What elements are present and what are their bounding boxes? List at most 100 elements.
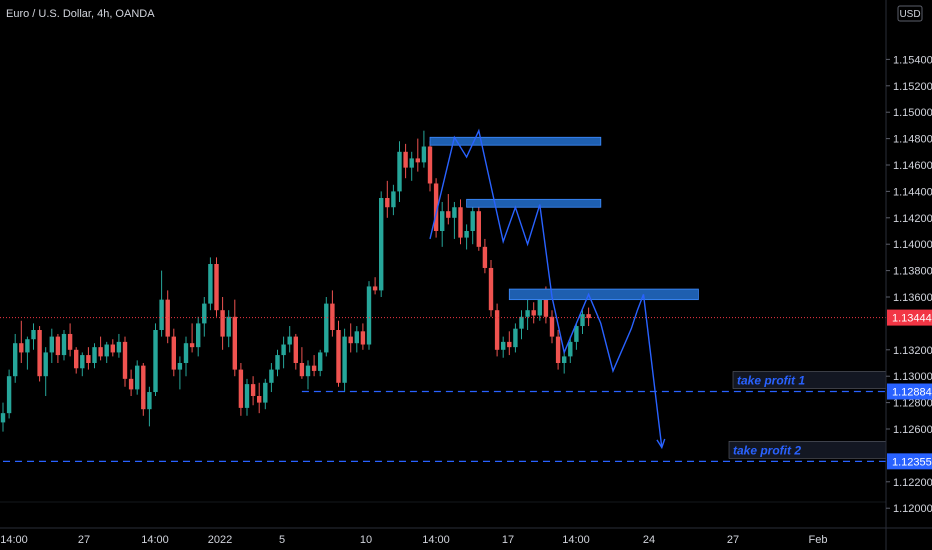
candle [318, 349, 323, 377]
candle [427, 141, 433, 192]
candle [513, 323, 518, 353]
candle-body [409, 158, 414, 168]
candle-body [122, 341, 128, 379]
x-tick-label: 17 [502, 534, 514, 546]
candle-body [293, 336, 298, 363]
x-tick-label: 2022 [208, 534, 232, 546]
candle-body [141, 365, 146, 410]
y-tick-label: 1.12200 [893, 477, 932, 489]
candle [263, 378, 268, 410]
y-tick-label: 1.15400 [893, 54, 932, 66]
candle [379, 191, 384, 297]
candle-body [311, 365, 317, 371]
candle-body [165, 299, 170, 337]
candle [104, 341, 109, 363]
candle-body [372, 286, 378, 291]
candle-body [177, 363, 183, 370]
currency-label: USD [899, 9, 920, 20]
candle [208, 257, 213, 311]
candle [183, 336, 189, 377]
candle [128, 369, 134, 396]
candle [574, 323, 579, 350]
candle [391, 184, 396, 216]
price-axis[interactable]: 1.15400 1.15200 1.15000 1.14800 1.14600 1.144… [885, 0, 932, 550]
candle-body [464, 231, 469, 238]
candle-body [19, 343, 24, 353]
candle [348, 323, 353, 353]
candle [55, 333, 61, 363]
drawings-layer: take profit 1 take profit 2 [0, 128, 887, 462]
currency-button[interactable]: USD [897, 5, 923, 22]
y-tick-label: 1.13000 [893, 371, 932, 383]
supply-zone [466, 198, 602, 208]
candle [507, 331, 512, 356]
candle-body [183, 343, 189, 363]
candle-body [86, 355, 91, 363]
candle-body [159, 299, 164, 330]
candle-body [281, 344, 286, 356]
y-tick-label: 1.12000 [893, 503, 932, 515]
candle [122, 336, 128, 387]
x-tick-label: 14:00 [0, 534, 28, 546]
candle-body [501, 341, 506, 350]
x-tick-label: 10 [360, 534, 372, 546]
candle-body [220, 310, 225, 337]
candle [159, 270, 164, 337]
candle [257, 382, 262, 414]
candle [488, 260, 494, 317]
take-profit-label: take profit 1 [737, 374, 805, 388]
candle [6, 369, 12, 419]
last-price-label: 1.13444 [892, 313, 932, 325]
candle [116, 333, 122, 358]
candle-body [61, 333, 67, 356]
candle-body [226, 316, 231, 337]
price-badge-label: 1.12884 [892, 387, 932, 399]
candle [415, 138, 420, 172]
candle-body [257, 396, 262, 403]
candle-body [263, 382, 268, 403]
candle-body [104, 344, 109, 357]
y-tick-label: 1.14400 [893, 186, 932, 198]
candle-body [67, 333, 73, 350]
candle-body [440, 211, 445, 231]
supply-zone [508, 288, 699, 301]
candle-body [318, 352, 323, 371]
candle [305, 360, 311, 390]
candle [86, 347, 91, 370]
x-tick-label: 24 [643, 534, 655, 546]
candle-body [458, 207, 463, 238]
candle [464, 224, 469, 250]
candle-body [555, 336, 561, 363]
candle [98, 336, 103, 361]
candle [31, 323, 36, 350]
candle-body [13, 343, 18, 377]
candle [366, 281, 372, 350]
candle [110, 339, 115, 357]
candle [403, 143, 408, 179]
time-axis[interactable]: 14:00 27 14:00 2022 5 10 14:00 17 14:00 24 27 Feb [0, 527, 932, 546]
take-profit-label: take profit 2 [733, 443, 801, 457]
candle [433, 178, 439, 238]
y-tick-label: 1.13200 [893, 345, 932, 357]
x-tick-label: 14:00 [562, 534, 590, 546]
candle [549, 310, 555, 344]
candle-body [208, 264, 213, 304]
candle-body [25, 339, 30, 353]
candle-body [110, 344, 115, 353]
price-badge-label: 1.12355 [892, 456, 932, 468]
candle [67, 323, 73, 357]
y-tick-label: 1.12800 [893, 398, 932, 410]
candle-body [92, 347, 97, 363]
candle-body [330, 303, 335, 330]
candle [525, 299, 530, 330]
last-price-badge [887, 309, 932, 326]
candle [281, 336, 286, 369]
candle-body [244, 384, 250, 408]
candle [244, 378, 250, 416]
y-tick-label: 1.13600 [893, 292, 932, 304]
y-tick-label: 1.12600 [893, 424, 932, 436]
candle-body [397, 151, 402, 192]
candle-body [49, 336, 54, 353]
candle [586, 307, 591, 327]
